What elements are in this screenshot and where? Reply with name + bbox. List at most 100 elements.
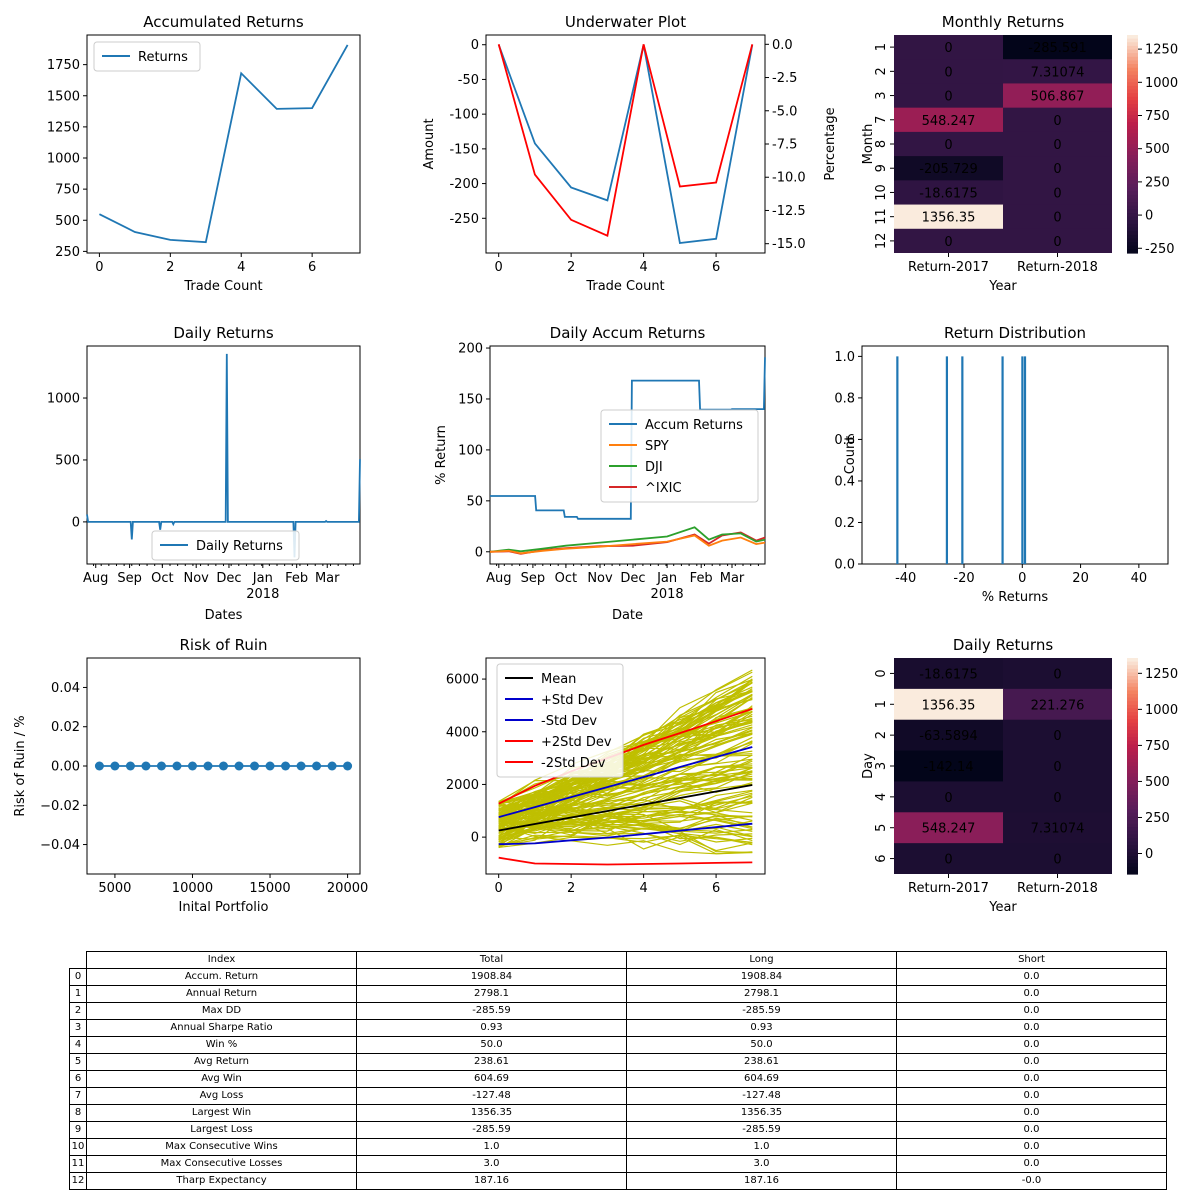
ruin-x-tick-label: 5000	[98, 881, 131, 896]
monthly-heatmap-colorbar-strip	[1127, 104, 1138, 109]
monthly-heatmap-colorbar-strip	[1127, 64, 1138, 69]
day-heatmap-colorbar-strip	[1127, 683, 1138, 688]
day-heatmap-cell	[1003, 781, 1112, 813]
day-heatmap-cell	[894, 658, 1004, 690]
monthly-heatmap-cell	[894, 131, 1004, 157]
monthly-heatmap-cell	[894, 59, 1004, 84]
dist-ylabel: Count	[843, 436, 858, 475]
day-heatmap-title: Daily Returns	[953, 636, 1053, 654]
monthly-heatmap-ytick-label: 3	[874, 91, 889, 99]
accumd-x-tick-label: Oct	[555, 571, 577, 586]
monthly-heatmap-cells: 0 -285.591 0 7.31074 0 506.867 548.247 0 0 0 -205.…	[894, 35, 1112, 253]
stats-table-container: Index Total Long Short 0 Accum. Return 190…	[69, 951, 1167, 1190]
mc-simulation-path	[498, 811, 753, 846]
day-heatmap-colorbar-strip	[1127, 672, 1138, 677]
monthly-heatmap-colorbar-strip	[1127, 129, 1138, 134]
monthly-heatmap-xtick-label: Return-2017	[908, 260, 989, 275]
daily-x-year-label: 2018	[246, 587, 279, 602]
monthly-heatmap-colorbar-strip	[1127, 93, 1138, 98]
accumd-x-tick-label: Sep	[521, 571, 546, 586]
table-row: 12 Tharp Expectancy 187.16 187.16 -0.0	[69, 1172, 1167, 1190]
monthly-heatmap-cell-label: 1356.35	[922, 211, 976, 226]
monthly-heatmap-xlabel: Year	[988, 279, 1017, 294]
day-heatmap-colorbar-label: 1000	[1145, 703, 1178, 718]
ruin-x-tick-label: 15000	[249, 881, 290, 896]
mc-legend-box	[496, 663, 624, 778]
mc-series-line	[498, 856, 753, 866]
monthly-heatmap-colorbar-strip	[1127, 38, 1138, 43]
stats-cell-short: 0.0	[896, 1087, 1167, 1105]
monthly-heatmap-colorbar-strip	[1127, 144, 1138, 149]
day-heatmap-colorbar-strip	[1127, 780, 1138, 785]
day-heatmap-colorbar-strip	[1127, 820, 1138, 825]
monthly-heatmap-cell	[894, 180, 1004, 206]
day-heatmap-cell	[894, 688, 1004, 721]
monthly-heatmap-colorbar-strip	[1127, 223, 1138, 229]
mc-x-tick-label: 6	[712, 881, 720, 896]
mc-simulation-path	[498, 802, 753, 814]
day-heatmap-cell	[1003, 812, 1112, 844]
day-heatmap-colorbar-strip	[1127, 823, 1138, 828]
mc-x-tick-label: 0	[495, 881, 503, 896]
monthly-heatmap-colorbar-strip	[1127, 42, 1138, 47]
accumd-legend-label: DJI	[645, 460, 663, 475]
mc-simulation-path	[498, 767, 753, 847]
stats-table: Index Total Long Short 0 Accum. Return 190…	[69, 951, 1167, 1190]
stats-cell-long: 3.0	[626, 1155, 897, 1173]
underwater-y2-tick-label: -10.0	[772, 171, 806, 186]
stats-cell-short: 0.0	[896, 985, 1167, 1003]
ruin-x-tick-label: 10000	[172, 881, 213, 896]
day-heatmap-colorbar-strip	[1127, 841, 1138, 846]
stats-cell-index: Avg Return	[86, 1053, 357, 1071]
monthly-heatmap-colorbar-strip	[1127, 140, 1138, 145]
day-heatmap-cell	[1003, 688, 1112, 721]
ruin-ylabel: Risk of Ruin / %	[13, 715, 28, 816]
underwater-y-tick-label: -100	[449, 108, 479, 123]
monthly-heatmap-colorbar-strip	[1127, 49, 1138, 54]
day-heatmap-colorbar-strip	[1127, 686, 1138, 691]
mc-legend-label: +2Std Dev	[541, 735, 612, 750]
table-row: 5 Avg Return 238.61 238.61 0.0	[69, 1053, 1167, 1071]
stats-cell-short: 0.0	[896, 1138, 1167, 1156]
monthly-heatmap-cell	[1003, 107, 1112, 133]
day-heatmap-colorbar-strip	[1127, 856, 1138, 861]
mc-simulation-path	[498, 801, 753, 841]
table-row: 9 Largest Loss -285.59 -285.59 0.0	[69, 1121, 1167, 1139]
accum-xlabel: Trade Count	[183, 279, 262, 294]
monthly-heatmap-colorbar-strip	[1127, 158, 1138, 163]
monthly-heatmap-colorbar-strip	[1127, 45, 1138, 51]
mc-series-line	[498, 746, 753, 818]
day-heatmap-ylabel: Day	[861, 753, 876, 779]
day-heatmap-colorbar-strip	[1127, 809, 1138, 814]
monthly-heatmap-colorbar-strip	[1127, 53, 1138, 58]
dist-bar	[896, 356, 899, 564]
day-heatmap-ytick-label: 1	[874, 700, 889, 708]
ruin-point	[94, 761, 104, 771]
stats-row-index: 6	[69, 1070, 87, 1088]
mc-legend-label: -2Std Dev	[541, 756, 606, 771]
monthly-heatmap-colorbar-strip	[1127, 205, 1138, 210]
accum-y-tick-label: 1250	[47, 120, 80, 135]
mc-simulation-path	[498, 801, 753, 844]
underwater-ylabel-percentage: Percentage	[823, 107, 838, 180]
underwater-x-tick-label: 4	[639, 260, 647, 275]
monthly-heatmap-cell-label: 7.31074	[1031, 65, 1085, 80]
monthly-heatmap-colorbar-strip	[1127, 194, 1138, 200]
day-heatmap-colorbar-strip	[1127, 870, 1138, 875]
monthly-heatmap-cell	[894, 35, 1004, 60]
monthly-heatmap-cell-label: -18.6175	[919, 186, 977, 201]
table-row: 11 Max Consecutive Losses 3.0 3.0 0.0	[69, 1155, 1167, 1173]
underwater-y-tick-label: 0	[471, 38, 479, 53]
accumd-legend-label: ^IXIC	[645, 481, 682, 496]
monthly-heatmap-cell	[1003, 131, 1112, 157]
table-row: 6 Avg Win 604.69 604.69 0.0	[69, 1070, 1167, 1088]
day-heatmap-colorbar-strip	[1127, 694, 1138, 699]
stats-cell-long: -285.59	[626, 1121, 897, 1139]
monthly-heatmap-ylabel: Month	[861, 124, 876, 165]
stats-row-index: 7	[69, 1087, 87, 1105]
monthly-heatmap-colorbar-strip	[1127, 151, 1138, 156]
underwater-title: Underwater Plot	[565, 13, 686, 31]
monthly-heatmap-colorbar-strip	[1127, 238, 1138, 243]
underwater-x-tick-label: 6	[712, 260, 720, 275]
monthly-heatmap-colorbar-strip	[1127, 89, 1138, 94]
